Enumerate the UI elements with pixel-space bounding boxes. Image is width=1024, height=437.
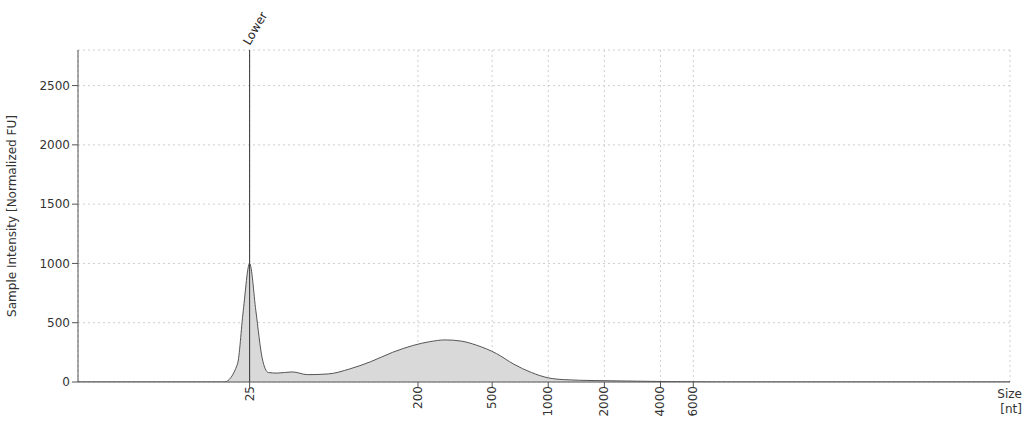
svg-text:4000: 4000	[653, 386, 667, 417]
svg-text:2000: 2000	[597, 386, 611, 417]
svg-text:1500: 1500	[39, 197, 70, 211]
svg-text:Lower: Lower	[240, 9, 270, 47]
svg-text:200: 200	[411, 386, 425, 409]
svg-text:Size[nt]: Size[nt]	[997, 387, 1016, 416]
svg-text:25: 25	[243, 386, 257, 401]
svg-text:2000: 2000	[39, 138, 70, 152]
svg-text:2500: 2500	[39, 79, 70, 93]
svg-text:1000: 1000	[541, 386, 555, 417]
svg-text:500: 500	[485, 386, 499, 409]
svg-text:0: 0	[62, 375, 70, 389]
svg-text:1000: 1000	[39, 257, 70, 271]
svg-text:6000: 6000	[686, 386, 700, 417]
svg-text:Sample Intensity [Normalized F: Sample Intensity [Normalized FU]	[8, 115, 19, 317]
svg-text:500: 500	[47, 316, 70, 330]
